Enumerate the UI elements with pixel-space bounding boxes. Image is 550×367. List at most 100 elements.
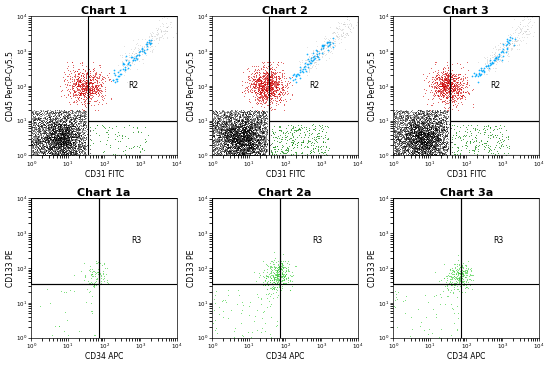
Point [237,123,246,129]
Point [221,132,229,138]
Point [451,86,460,91]
Point [30,141,38,147]
Point [87,75,96,80]
Point [439,121,448,127]
Point [30,142,38,148]
Point [69,122,78,128]
Point [31,150,40,156]
Point [58,143,67,149]
Point [421,117,430,123]
Point [56,138,65,143]
Point [30,119,39,125]
Point [60,135,69,141]
Point [392,114,400,120]
Point [78,92,87,98]
Point [225,129,234,135]
Point [34,141,42,147]
Point [256,115,265,121]
Point [298,66,306,72]
Point [451,275,460,280]
Point [59,135,68,141]
Point [59,149,68,155]
Point [427,138,436,144]
Point [249,127,257,133]
Point [418,115,427,120]
Point [410,132,419,138]
Point [399,147,408,153]
Point [255,139,263,145]
Point [74,81,82,87]
Point [484,63,493,69]
Point [419,153,427,159]
Point [434,72,443,78]
Point [55,135,64,141]
Point [254,89,263,95]
Point [216,143,224,149]
Point [80,121,89,127]
Point [101,78,109,84]
Point [34,144,42,150]
Point [426,120,435,126]
Point [69,134,78,140]
Point [240,120,249,126]
Point [400,146,409,152]
Point [321,51,330,57]
Point [65,153,74,159]
Point [443,85,452,91]
Point [430,142,439,148]
Point [223,126,232,131]
Point [435,119,444,125]
Point [45,124,53,130]
Point [427,135,436,141]
Point [163,15,172,21]
Point [417,136,426,142]
Point [261,138,270,144]
Point [242,144,251,150]
Point [212,142,221,148]
Point [231,135,240,141]
Point [50,136,59,142]
Point [279,268,288,274]
Point [438,138,447,144]
Point [425,117,433,123]
Point [431,122,439,128]
Point [426,115,434,121]
Point [258,74,267,80]
Point [331,40,339,46]
Point [504,48,513,54]
Point [221,132,229,138]
Point [56,123,64,128]
Point [421,124,430,130]
Point [431,144,439,150]
Point [456,65,465,71]
Point [63,59,72,65]
Point [415,135,424,141]
Point [59,113,68,119]
Point [236,132,245,138]
Point [415,116,424,122]
Point [422,134,431,140]
Point [72,134,81,140]
Point [224,117,233,123]
Point [263,70,272,76]
Point [50,109,59,115]
Point [45,141,53,147]
Point [248,117,256,123]
Point [36,132,45,138]
Point [275,124,284,130]
Point [43,124,52,130]
Point [238,137,247,143]
Point [42,150,51,156]
Point [321,132,329,138]
Point [302,126,311,131]
Point [452,71,460,77]
Point [256,119,265,125]
Point [238,112,246,118]
Point [60,138,69,144]
Point [443,81,452,87]
Point [411,120,420,126]
Point [235,139,244,145]
Point [454,83,463,88]
Point [239,110,248,116]
Point [233,132,242,138]
